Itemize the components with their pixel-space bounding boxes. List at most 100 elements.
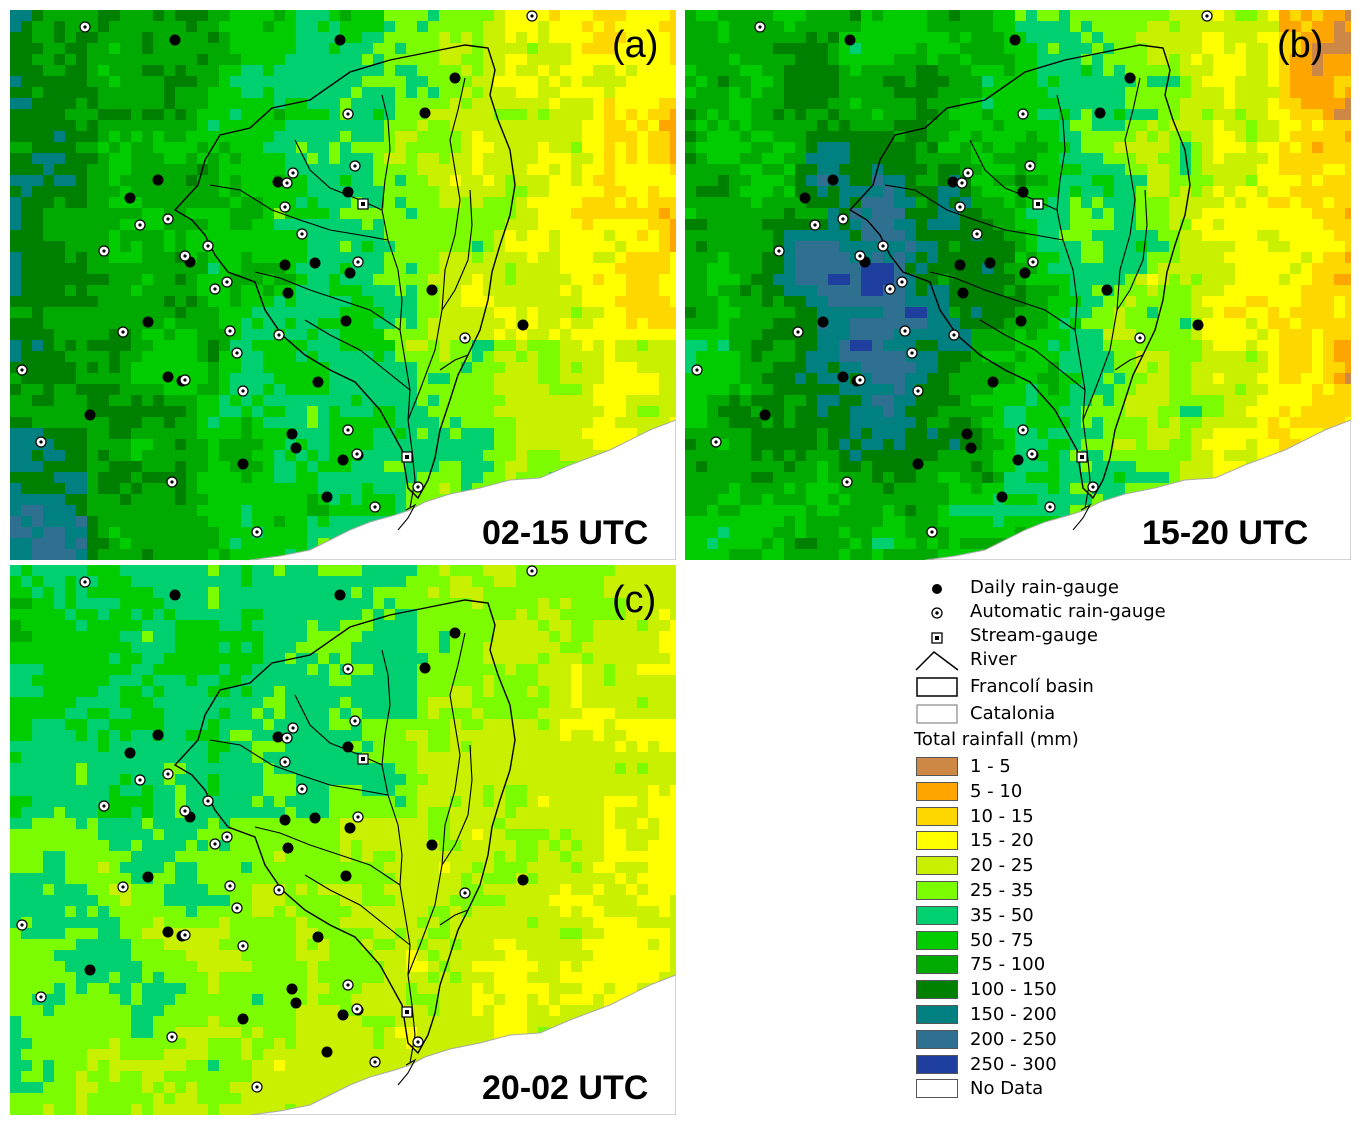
automatic-rain-gauge-point bbox=[837, 213, 849, 225]
automatic-rain-gauge-point bbox=[971, 228, 983, 240]
automatic-rain-gauge-point bbox=[251, 1081, 263, 1093]
legend-class-row: 15 - 20 bbox=[912, 829, 1352, 853]
daily-rain-gauge-point bbox=[337, 1009, 349, 1021]
automatic-rain-gauge-point bbox=[279, 201, 291, 213]
legend-class-label: 35 - 50 bbox=[970, 904, 1034, 926]
automatic-rain-gauge-point bbox=[351, 448, 363, 460]
daily-rain-gauge-point bbox=[987, 376, 999, 388]
daily-rain-gauge-point bbox=[449, 72, 461, 84]
river-line bbox=[979, 319, 1086, 391]
river-mouth bbox=[397, 1058, 417, 1086]
legend-basin: Francolí basin bbox=[912, 675, 1352, 699]
daily-rain-gauge-point bbox=[799, 192, 811, 204]
panel-time-b: 15-20 UTC bbox=[1142, 514, 1309, 552]
automatic-rain-gauge-point bbox=[954, 201, 966, 213]
daily-rain-gauge-point bbox=[340, 870, 352, 882]
automatic-rain-gauge-point bbox=[691, 364, 703, 376]
automatic-rain-gauge-point bbox=[221, 831, 233, 843]
daily-rain-gauge-point bbox=[912, 458, 924, 470]
automatic-rain-gauge-point bbox=[179, 374, 191, 386]
automatic-rain-gauge-point bbox=[710, 436, 722, 448]
stream-gauge-point bbox=[1032, 198, 1044, 210]
legend-class-label: 25 - 35 bbox=[970, 880, 1034, 901]
daily-rain-gauge-point bbox=[1101, 284, 1113, 296]
automatic-rain-gauge-point bbox=[296, 783, 308, 795]
automatic-rain-gauge-point bbox=[209, 838, 221, 850]
daily-rain-gauge-point bbox=[419, 662, 431, 674]
automatic-rain-gauge-point bbox=[754, 21, 766, 33]
automatic-rain-gauge-point bbox=[412, 1036, 424, 1048]
automatic-rain-gauge-point bbox=[237, 940, 249, 952]
automatic-rain-gauge-point bbox=[351, 1003, 363, 1015]
rainfall-map-a bbox=[10, 10, 676, 560]
daily-rain-gauge-point bbox=[344, 822, 356, 834]
daily-rain-gauge-point bbox=[984, 257, 996, 269]
automatic-rain-gauge-point bbox=[231, 902, 243, 914]
automatic-rain-gauge-point bbox=[342, 663, 354, 675]
daily-rain-gauge-point bbox=[142, 871, 154, 883]
legend-class-row: 35 - 50 bbox=[912, 904, 1352, 928]
legend-class-row: 20 - 25 bbox=[912, 854, 1352, 878]
legend-swatch bbox=[916, 881, 958, 900]
automatic-rain-gauge-point bbox=[273, 884, 285, 896]
legend-label: Catalonia bbox=[970, 703, 1056, 724]
daily-rain-gauge-point bbox=[84, 409, 96, 421]
panel-letter-c: (c) bbox=[612, 579, 657, 621]
legend-swatch bbox=[916, 930, 958, 950]
rainfall-map-b bbox=[685, 10, 1351, 560]
automatic-rain-gauge-point bbox=[237, 385, 249, 397]
daily-rain-gauge-point bbox=[1015, 315, 1027, 327]
legend-label: Stream-gauge bbox=[970, 625, 1098, 646]
daily-rain-gauge-point bbox=[342, 186, 354, 198]
legend-class-row: 100 - 150 bbox=[912, 978, 1352, 1002]
map-panel-b: (b) 15-20 UTC bbox=[685, 10, 1351, 560]
daily-rain-gauge-point bbox=[1009, 34, 1021, 46]
river-line bbox=[1056, 94, 1091, 509]
legend-swatch bbox=[916, 806, 958, 826]
legend-class-row: 50 - 75 bbox=[912, 929, 1352, 953]
daily-rain-gauge-point bbox=[279, 259, 291, 271]
legend-label: Automatic rain-gauge bbox=[970, 601, 1166, 622]
daily-rain-gauge-point bbox=[947, 176, 959, 188]
legend-swatch bbox=[916, 905, 958, 925]
daily-rain-gauge-point bbox=[965, 442, 977, 454]
automatic-rain-gauge-point bbox=[962, 167, 974, 179]
legend-class-label: No Data bbox=[970, 1078, 1044, 1100]
daily-rain-gauge-point bbox=[309, 812, 321, 824]
river-line bbox=[381, 649, 416, 1064]
daily-rain-gauge-point bbox=[419, 107, 431, 119]
automatic-rain-gauge-point bbox=[1134, 332, 1146, 344]
river-line bbox=[884, 184, 1064, 241]
daily-rain-gauge-point bbox=[237, 1013, 249, 1025]
automatic-rain-gauge-point bbox=[79, 21, 91, 33]
daily-rain-gauge-point bbox=[286, 428, 298, 440]
daily-rain-gauge-point bbox=[340, 315, 352, 327]
daily-rain-gauge-point bbox=[954, 259, 966, 271]
rainfall-raster bbox=[10, 10, 676, 560]
legend-class-label: 100 - 150 bbox=[970, 979, 1057, 1001]
daily-rain-gauge-point bbox=[124, 747, 136, 759]
automatic-rain-gauge-point bbox=[16, 919, 28, 931]
automatic-rain-gauge-point bbox=[854, 374, 866, 386]
daily-rain-gauge-point bbox=[996, 491, 1008, 503]
automatic-rain-gauge-point bbox=[98, 800, 110, 812]
legend-stream-gauge: Stream-gauge bbox=[912, 624, 1352, 648]
daily-rain-gauge-point bbox=[290, 442, 302, 454]
automatic-rain-gauge-point bbox=[1017, 424, 1029, 436]
legend-class-label: 15 - 20 bbox=[970, 830, 1034, 852]
automatic-rain-gauge-point bbox=[281, 177, 293, 189]
daily-rain-gauge-point bbox=[334, 589, 346, 601]
daily-rain-gauge-point bbox=[142, 316, 154, 328]
daily-rain-gauge-point bbox=[84, 964, 96, 976]
daily-rain-gauge-point bbox=[162, 926, 174, 938]
sea-area bbox=[249, 419, 676, 560]
stream-gauge-point bbox=[1076, 451, 1088, 463]
river-line bbox=[929, 271, 1076, 331]
legend-swatch bbox=[916, 757, 958, 776]
automatic-rain-gauge-point bbox=[98, 245, 110, 257]
legend-class-row: 5 - 10 bbox=[912, 780, 1352, 804]
daily-rain-gauge-point bbox=[279, 814, 291, 826]
daily-rain-gauge-point bbox=[286, 983, 298, 995]
automatic-rain-gauge-point bbox=[16, 364, 28, 376]
stream-gauge-point bbox=[401, 1006, 413, 1018]
